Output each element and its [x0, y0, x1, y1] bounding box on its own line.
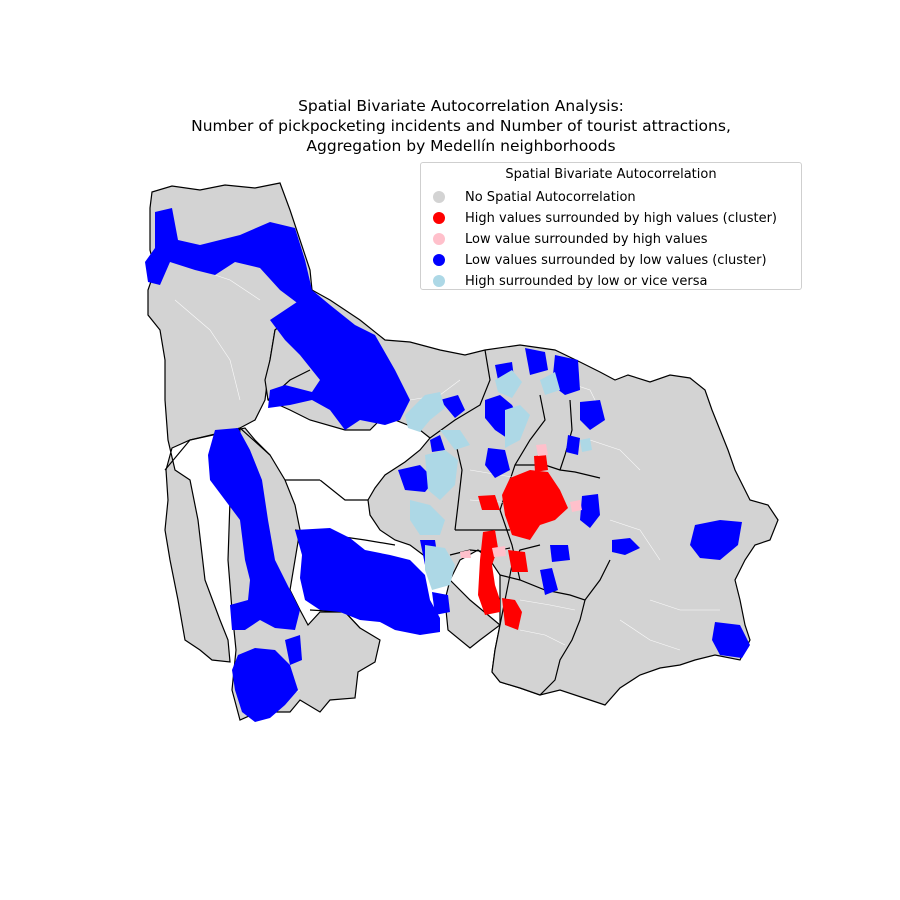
legend-label: Low value surrounded by high values — [465, 231, 708, 247]
legend-label: No Spatial Autocorrelation — [465, 189, 636, 205]
legend-marker-blue — [433, 254, 445, 266]
legend-title: Spatial Bivariate Autocorrelation — [505, 167, 717, 182]
legend-label: High surrounded by low or vice versa — [465, 273, 708, 289]
legend-label: Low values surrounded by low values (clu… — [465, 252, 767, 268]
legend: Spatial Bivariate Autocorrelation No Spa… — [420, 162, 802, 290]
title-line-2: Number of pickpocketing incidents and Nu… — [191, 117, 731, 135]
high-high-clusters — [478, 455, 568, 630]
title-line-1: Spatial Bivariate Autocorrelation Analys… — [298, 97, 624, 115]
legend-marker-gray — [433, 191, 445, 203]
legend-marker-light-blue — [433, 275, 445, 287]
legend-label: High values surrounded by high values (c… — [465, 210, 777, 226]
legend-marker-pink — [433, 233, 445, 245]
high-low-areas — [405, 370, 592, 590]
legend-item-no-autocorrelation: No Spatial Autocorrelation — [433, 187, 636, 207]
low-high-areas — [460, 444, 582, 558]
legend-item-low-low: Low values surrounded by low values (clu… — [433, 250, 767, 270]
title-line-3: Aggregation by Medellín neighborhoods — [306, 137, 616, 155]
legend-marker-red — [433, 212, 445, 224]
legend-item-low-high: Low value surrounded by high values — [433, 229, 707, 249]
legend-item-high-low: High surrounded by low or vice versa — [433, 271, 707, 291]
chart-title: Spatial Bivariate Autocorrelation Analys… — [0, 96, 900, 156]
legend-item-high-high: High values surrounded by high values (c… — [433, 208, 777, 228]
